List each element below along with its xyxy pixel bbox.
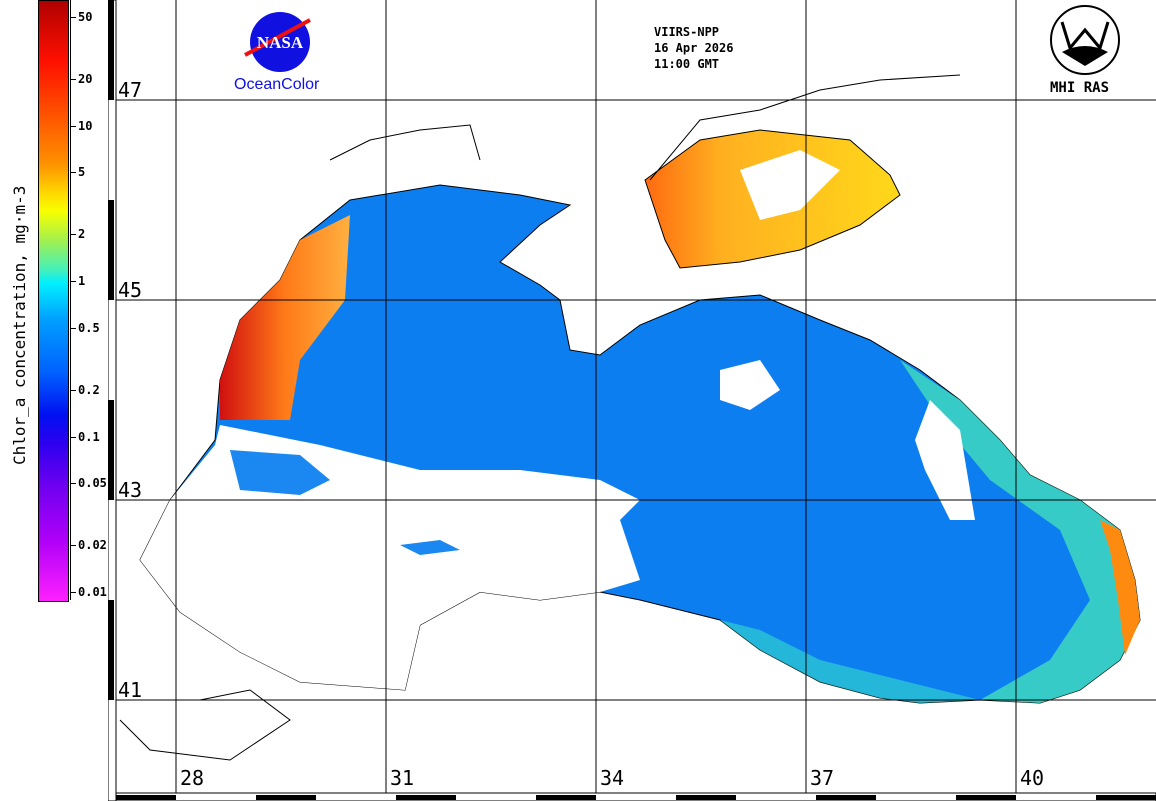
azov-cloud (740, 150, 840, 220)
colorbar-tick-label: 0.01 (78, 585, 107, 599)
scale-block (116, 795, 176, 800)
nw-shelf-bloom (220, 215, 350, 420)
scale-block (256, 795, 316, 800)
colorbar-tick (70, 281, 76, 283)
colorbar-tick-label: 0.05 (78, 476, 107, 491)
image-date: 16 Apr 2026 (654, 41, 734, 55)
colorbar-tick (70, 436, 76, 438)
lon-label-28: 28 (180, 766, 205, 790)
graticule (116, 0, 1156, 793)
mhi-ras-label: MHI RAS (1050, 80, 1110, 96)
lat-label-45: 45 (118, 278, 143, 302)
colorbar-tick (70, 545, 76, 547)
colorbar-tick-label: 0.1 (78, 429, 100, 444)
cloud-patch-east (915, 400, 975, 520)
lat-label-41: 41 (118, 678, 143, 702)
image-info: VIIRS-NPP 16 Apr 2026 11:00 GMT (654, 24, 733, 72)
lon-label-31: 31 (390, 766, 415, 790)
colorbar-title: Chlor_a concentration, mg·m-3 (10, 185, 29, 465)
scale-block (956, 795, 1016, 800)
image-time: 11:00 GMT (654, 57, 720, 71)
colorbar-tick-label: 1 (78, 274, 86, 289)
colorbar-tick-label: 0.02 (78, 538, 107, 553)
colorbar-tick (70, 17, 76, 18)
blue-patch (230, 450, 330, 495)
colorbar-gradient (38, 0, 69, 602)
scale-block (1096, 795, 1156, 800)
colorbar-tick-label: 0.2 (78, 382, 100, 397)
colorbar-tick (70, 389, 76, 391)
colorbar-tick (70, 125, 76, 127)
lon-label-40: 40 (1020, 766, 1045, 790)
lon-label-34: 34 (600, 766, 625, 790)
scale-block (536, 795, 596, 800)
scale-block (816, 795, 876, 800)
colorbar-tick-label: 20 (78, 71, 93, 86)
colorbar-tick-label: 50 (78, 10, 93, 24)
scale-block (676, 795, 736, 800)
colorbar-tick-label: 10 (78, 118, 93, 133)
colorbar-tick (70, 327, 76, 329)
colorbar-frame (67, 0, 71, 600)
sensor-name: VIIRS-NPP (654, 25, 720, 39)
east-shelf-orange (1100, 520, 1140, 655)
coastal-cyan-south (720, 620, 980, 703)
nasa-logo: NASA (244, 12, 311, 72)
mhi-ras-logo (1050, 5, 1120, 75)
lat-label-47: 47 (118, 78, 143, 102)
eastern-coastal-bloom (900, 360, 1140, 703)
black-sea-chlorophyll-map: NASA (108, 0, 1156, 801)
colorbar-tick (70, 592, 76, 593)
colorbar-tick (70, 483, 76, 485)
colorbar-tick-label: 5 (78, 165, 86, 180)
colorbar-tick (70, 78, 76, 80)
lon-label-37: 37 (810, 766, 835, 790)
colorbar-tick (70, 172, 76, 174)
oceancolor-label: OceanColor (234, 76, 320, 93)
colorbar-tick-label: 2 (78, 227, 86, 242)
colorbar-tick-label: 0.5 (78, 320, 100, 335)
cloud-patch-central (720, 360, 780, 410)
lon-scale-blocks (116, 795, 1156, 800)
colorbar-tick (70, 234, 76, 236)
lat-scale-blocks (108, 0, 114, 700)
lat-label-43: 43 (118, 478, 143, 502)
scale-block (396, 795, 456, 800)
blue-patch (400, 540, 460, 555)
nasa-logo-text: NASA (257, 33, 304, 52)
